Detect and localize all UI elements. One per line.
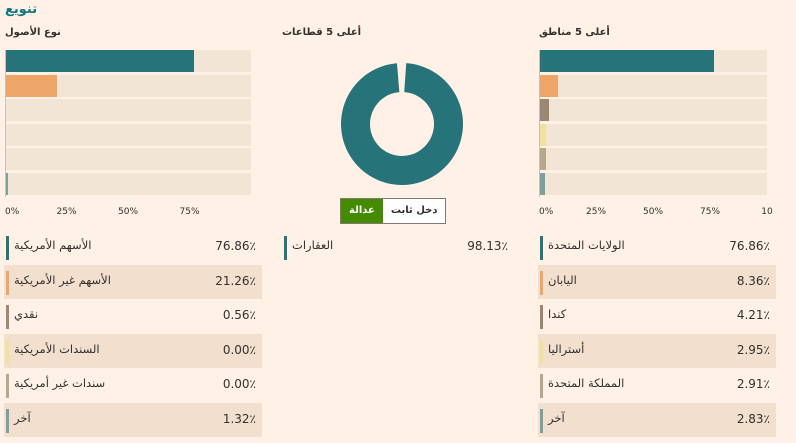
row-label: السندات الأمريكية	[14, 341, 100, 356]
legend-swatch	[540, 270, 543, 295]
bar-track	[539, 123, 767, 146]
legend-swatch	[6, 270, 9, 295]
fixed-income-toggle-button[interactable]: دخل ثابت	[382, 199, 446, 223]
bar[interactable]	[539, 50, 715, 72]
row-label: العقارات	[292, 238, 334, 252]
row-label: سندات غير أمريكية	[14, 376, 106, 390]
bar-track	[5, 74, 251, 97]
row-value: 8.36٪	[736, 273, 770, 288]
bar-track	[5, 99, 251, 121]
list-item: نقدي 0.56٪	[4, 299, 262, 333]
row-label: آخر	[548, 410, 565, 425]
row-label: كندا	[548, 307, 567, 321]
list-item: العقارات 98.13٪	[282, 230, 514, 264]
bar[interactable]	[539, 148, 546, 170]
tick-label: 0%	[539, 207, 554, 217]
tick-label: 75%	[699, 207, 721, 217]
row-value: 76.86٪	[729, 239, 770, 253]
tick-label: 0%	[5, 207, 20, 217]
row-value: 2.83٪	[736, 411, 770, 426]
list-item: الأسهم الأمريكية 76.86٪	[4, 230, 262, 264]
sectors-donut-chart	[341, 63, 463, 186]
row-label: نقدي	[14, 307, 39, 321]
legend-swatch	[540, 236, 543, 260]
legend-swatch	[540, 374, 543, 398]
bar[interactable]	[5, 172, 9, 195]
row-label: اليابان	[548, 272, 577, 287]
bar-track	[539, 99, 767, 121]
legend-swatch	[6, 374, 9, 398]
row-value: 0.00٪	[222, 377, 256, 391]
sectors-heading: أعلى 5 قطاعات	[282, 27, 362, 38]
bar-track	[539, 148, 767, 170]
asset-type-heading: نوع الأصول	[5, 27, 61, 38]
row-value: 1.32٪	[222, 411, 256, 426]
list-item: المملكة المتحدة 2.91٪	[538, 368, 776, 402]
bar-track	[5, 123, 251, 146]
donut-slice[interactable]	[341, 63, 463, 186]
bar-track	[5, 172, 251, 195]
row-value: 76.86٪	[215, 239, 256, 253]
row-label: الولايات المتحدة	[548, 238, 625, 252]
bar[interactable]	[5, 50, 195, 72]
bar-track	[539, 172, 767, 195]
list-item: كندا 4.21٪	[538, 299, 776, 333]
list-item: آخر 1.32٪	[4, 402, 262, 437]
bar-track	[5, 148, 251, 170]
legend-swatch	[6, 236, 9, 260]
list-item: آخر 2.83٪	[538, 402, 776, 437]
bar[interactable]	[539, 123, 546, 146]
bar-track	[539, 50, 767, 72]
row-label: آخر	[14, 410, 31, 425]
row-label: المملكة المتحدة	[548, 376, 625, 390]
tick-label: 50%	[642, 207, 664, 217]
bar-track	[539, 74, 767, 97]
row-value: 0.56٪	[222, 308, 256, 322]
row-label: الأسهم الأمريكية	[14, 238, 92, 252]
row-label: الأسهم غير الأمريكية	[14, 272, 111, 287]
list-item: الولايات المتحدة 76.86٪	[538, 230, 776, 264]
legend-swatch	[540, 305, 543, 329]
list-item: الأسهم غير الأمريكية 21.26٪	[4, 264, 262, 299]
list-item: أستراليا 2.95٪	[538, 333, 776, 368]
legend-swatch	[284, 236, 287, 260]
list-item: السندات الأمريكية 0.00٪	[4, 333, 262, 368]
tick-label: 25%	[585, 207, 607, 217]
row-value: 2.91٪	[736, 377, 770, 391]
legend-swatch	[540, 339, 543, 364]
legend-swatch	[6, 339, 9, 364]
bar-track	[5, 50, 251, 72]
row-label: أستراليا	[548, 341, 585, 356]
tick-label: 10	[761, 207, 773, 217]
regions-heading: أعلى 5 مناطق	[539, 27, 610, 38]
row-value: 4.21٪	[736, 308, 770, 322]
axis-line	[539, 50, 540, 197]
page-title: تنويع	[5, 2, 38, 17]
row-value: 21.26٪	[215, 273, 256, 288]
tick-label: 75%	[179, 207, 200, 217]
tick-label: 50%	[117, 207, 139, 217]
bar[interactable]	[5, 74, 58, 97]
row-value: 2.95٪	[736, 342, 770, 357]
list-item: سندات غير أمريكية 0.00٪	[4, 368, 262, 402]
bar[interactable]	[539, 99, 549, 121]
tick-label: 25%	[56, 207, 77, 217]
legend-swatch	[540, 408, 543, 433]
row-value: 98.13٪	[467, 239, 508, 253]
bar[interactable]	[539, 172, 546, 195]
sector-type-toggle[interactable]: عدالة دخل ثابت	[340, 198, 447, 224]
axis-line	[5, 50, 6, 197]
legend-swatch	[6, 305, 9, 329]
bar[interactable]	[539, 74, 559, 97]
row-value: 0.00٪	[222, 342, 256, 357]
legend-swatch	[6, 408, 9, 433]
equity-toggle-button[interactable]: عدالة	[341, 199, 383, 223]
list-item: اليابان 8.36٪	[538, 264, 776, 299]
